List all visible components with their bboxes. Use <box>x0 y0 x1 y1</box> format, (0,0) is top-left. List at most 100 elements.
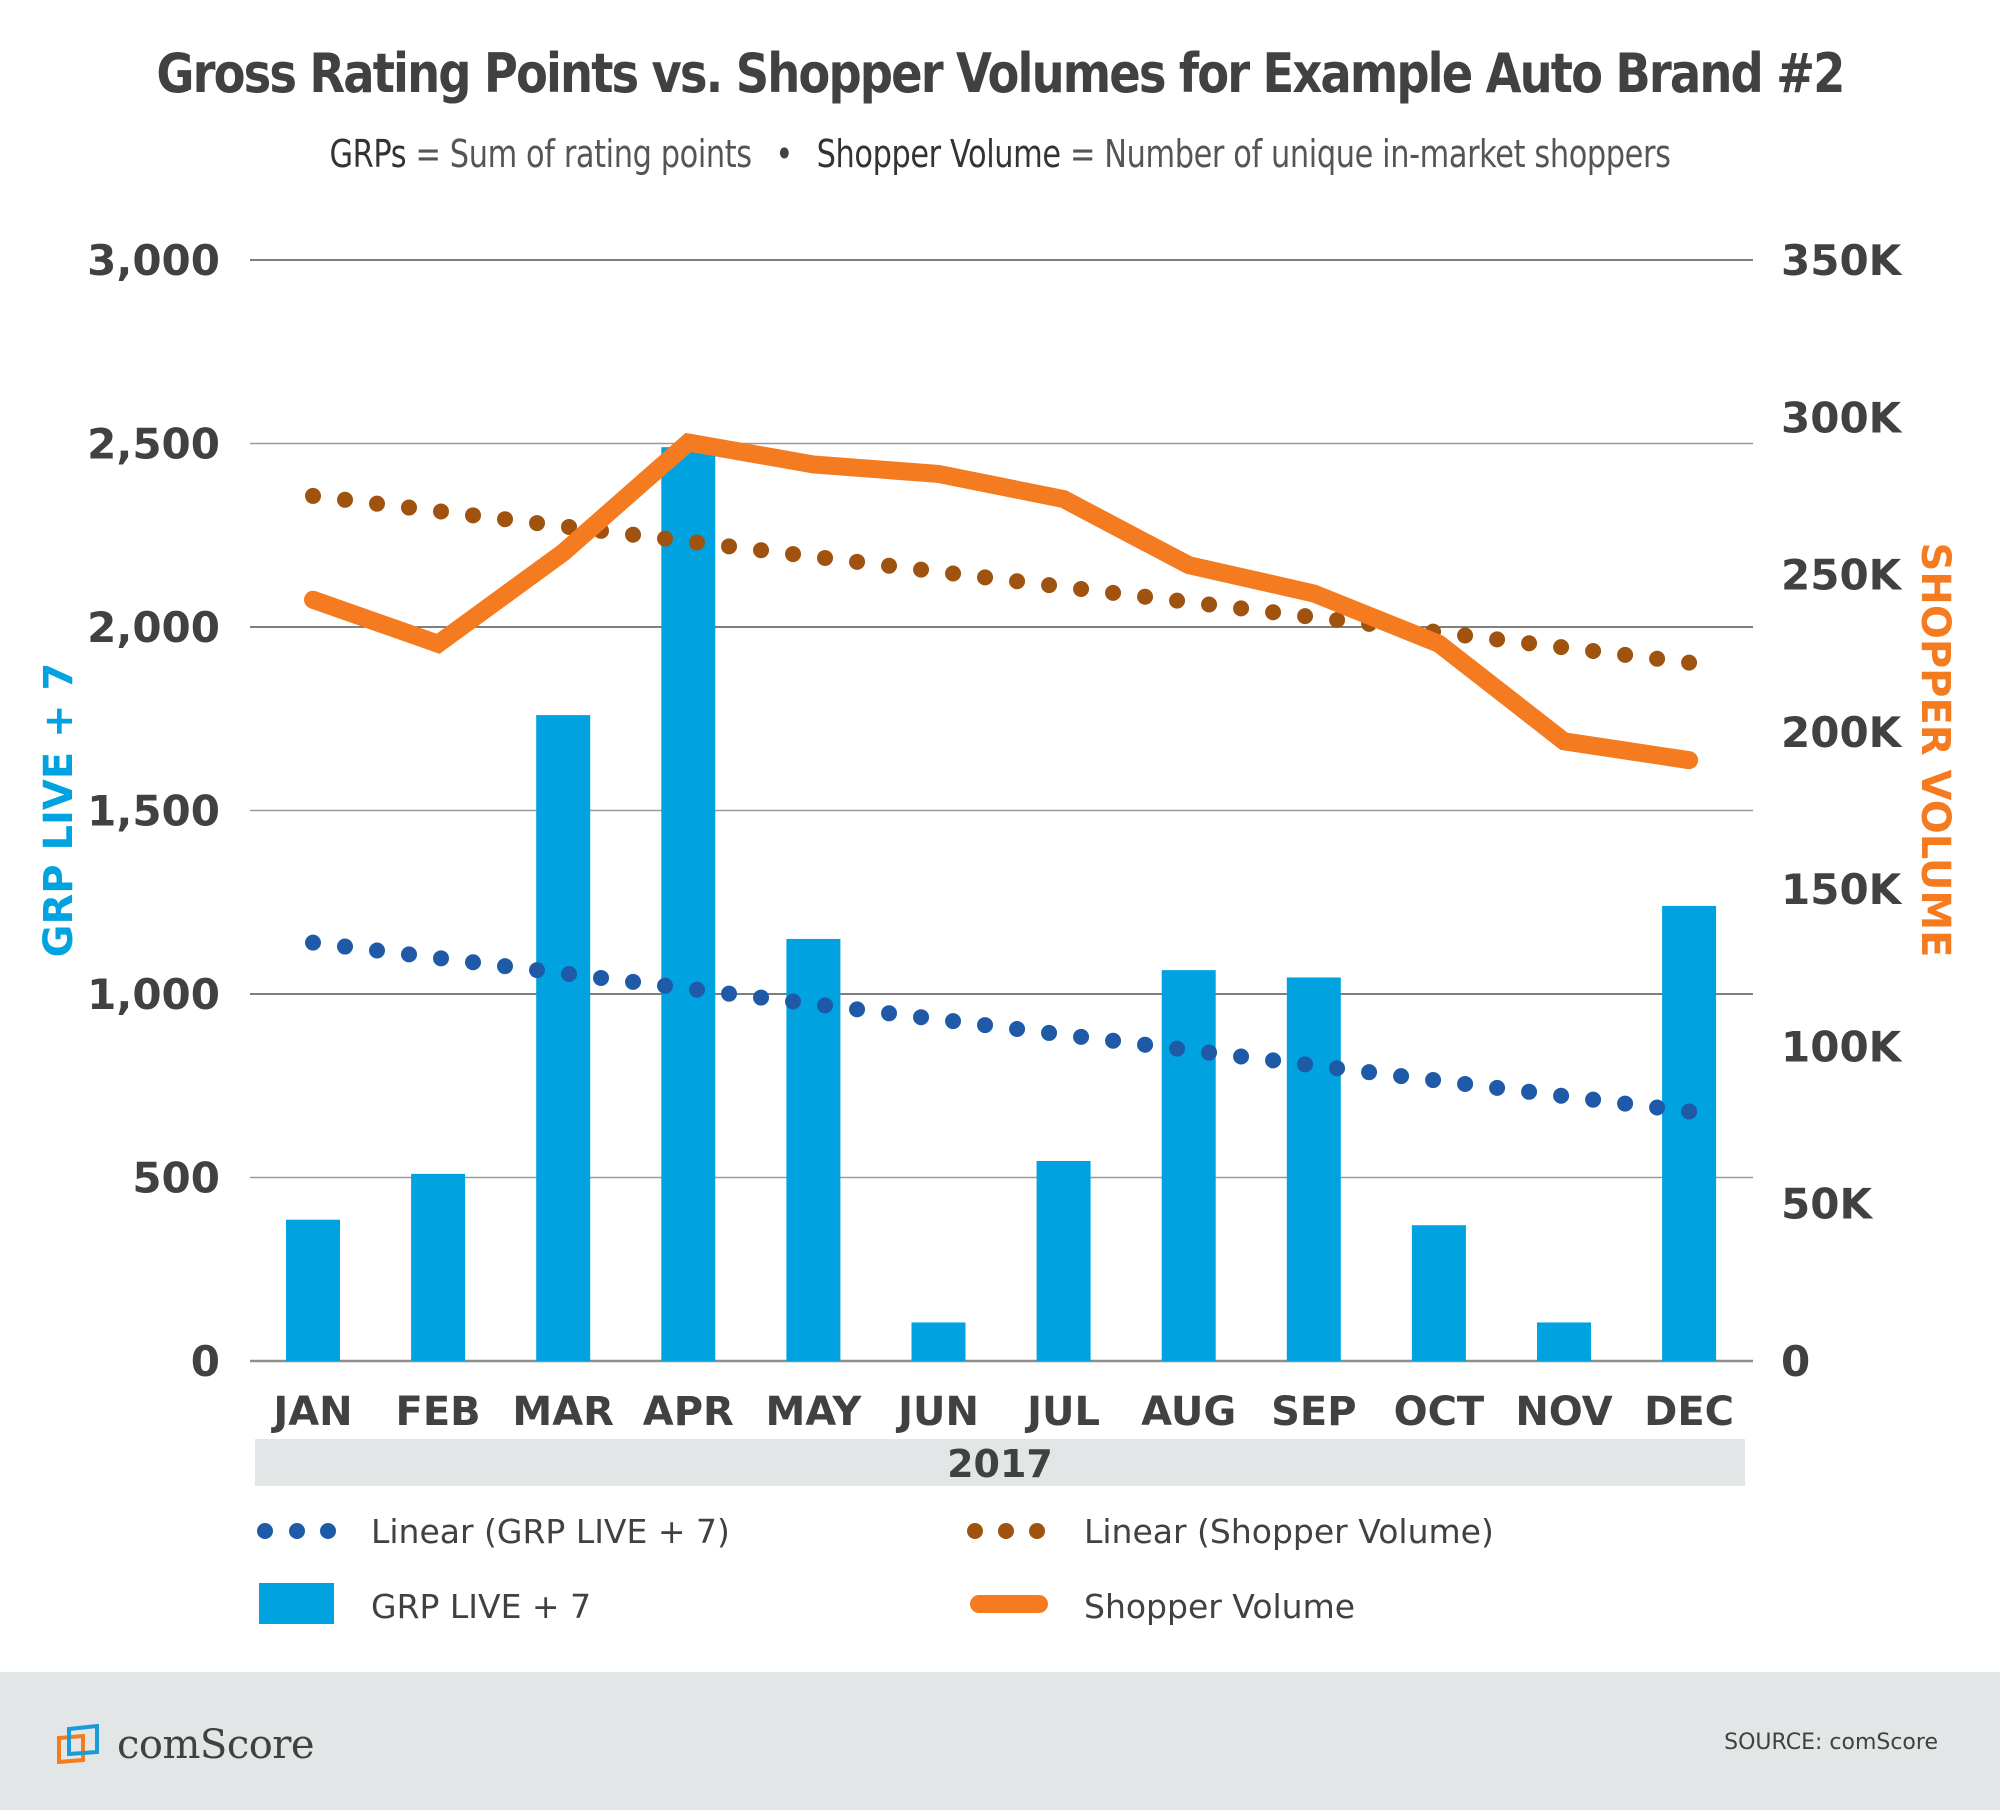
legend: Linear (GRP LIVE + 7) Linear (Shopper Vo… <box>257 1512 1494 1626</box>
x-axis-year-label: 2017 <box>947 1442 1053 1486</box>
grp-trend-dot <box>1137 1036 1154 1053</box>
grp-trend-dot <box>1265 1052 1282 1069</box>
grp-trend-dot <box>593 969 610 986</box>
shopper-trend-dot <box>689 534 706 551</box>
shopper-trend-dot <box>1617 646 1634 663</box>
shopper-trend-dot <box>1169 592 1186 609</box>
shopper-trend-dot <box>977 569 994 586</box>
shopper-trend-dot <box>753 542 770 559</box>
shopper-trend-dot <box>465 507 482 524</box>
right-tick-label: 50K <box>1781 1180 1873 1229</box>
legend-dot-icon <box>289 1523 305 1539</box>
grp-trendline <box>305 934 1698 1120</box>
legend-item-grp-trend[interactable]: Linear (GRP LIVE + 7) <box>257 1512 730 1551</box>
month-label-jul: JUL <box>1024 1389 1100 1435</box>
footer: comScore SOURCE: comScore <box>0 1672 2000 1810</box>
month-label-oct: OCT <box>1394 1389 1485 1435</box>
grp-trend-dot <box>657 977 674 994</box>
shopper-trend-dot <box>1201 596 1218 613</box>
grp-trend-dot <box>913 1009 930 1026</box>
legend-square-icon <box>259 1583 334 1624</box>
grp-bar-nov <box>1537 1322 1591 1361</box>
comscore-logo: comScore <box>55 1720 315 1770</box>
comscore-logo-text: comScore <box>117 1722 315 1768</box>
shopper-trend-dot <box>305 487 321 504</box>
left-tick-label: 2,000 <box>87 603 220 652</box>
shopper-trend-dot <box>1329 612 1346 629</box>
legend-label: GRP LIVE + 7 <box>371 1587 591 1626</box>
left-axis-ticks: 0 500 1,000 1,500 2,000 2,500 3,000 <box>87 236 220 1386</box>
shopper-trend-dot <box>1233 600 1250 617</box>
right-axis-title: SHOPPER VOLUME <box>1912 543 1958 958</box>
month-label-jun: JUN <box>895 1389 979 1435</box>
legend-dot-icon <box>320 1523 336 1539</box>
subtitle-shopper-term: Shopper Volume <box>816 132 1061 176</box>
shopper-trend-dot <box>529 515 546 532</box>
shopper-trend-dot <box>1073 580 1090 597</box>
right-tick-label: 100K <box>1781 1022 1903 1071</box>
legend-item-grp-bars[interactable]: GRP LIVE + 7 <box>259 1583 591 1626</box>
grp-trend-dot <box>1617 1095 1634 1112</box>
shopper-trend-dot <box>785 546 802 563</box>
grp-trend-dot <box>1425 1072 1442 1089</box>
grp-trend-dot <box>1553 1087 1570 1104</box>
year-band <box>255 1439 1745 1486</box>
gridlines <box>250 259 1753 1363</box>
grp-bar-sep <box>1286 977 1341 1361</box>
right-tick-label: 0 <box>1781 1337 1810 1386</box>
grp-trend-dot <box>401 946 418 963</box>
grp-trend-dot <box>1169 1040 1186 1057</box>
grp-trend-dot <box>1233 1048 1250 1065</box>
legend-item-shopper-trend[interactable]: Linear (Shopper Volume) <box>967 1512 1494 1551</box>
subtitle-grps-term: GRPs <box>329 132 407 176</box>
grp-trend-dot <box>1041 1024 1058 1041</box>
month-label-nov: NOV <box>1515 1389 1612 1435</box>
shopper-trend-dot <box>913 561 930 578</box>
month-label-apr: APR <box>643 1389 734 1435</box>
shopper-trend-dot <box>1105 584 1122 601</box>
grp-trend-dot <box>977 1017 994 1034</box>
shopper-trend-dot <box>401 499 418 516</box>
left-tick-label: 2,500 <box>87 420 220 469</box>
grp-trend-dot <box>1457 1075 1474 1092</box>
subtitle-separator: • <box>775 132 793 176</box>
grp-trend-dot <box>785 993 802 1010</box>
left-tick-label: 0 <box>191 1337 220 1386</box>
right-tick-label: 350K <box>1781 236 1903 285</box>
grp-bar-jun <box>911 1322 966 1361</box>
grp-trend-dot <box>1649 1099 1666 1116</box>
grp-trend-dot <box>1681 1103 1698 1120</box>
grp-bar-jan <box>286 1219 340 1361</box>
grp-trend-dot <box>625 973 642 990</box>
grp-trend-dot <box>1105 1032 1122 1049</box>
legend-item-shopper-line[interactable]: Shopper Volume <box>970 1587 1355 1626</box>
grp-bar-mar <box>536 715 591 1361</box>
shopper-trend-dot <box>881 557 898 574</box>
shopper-trend-dot <box>625 526 642 543</box>
legend-dot-icon <box>257 1523 273 1539</box>
grp-bars <box>286 447 1717 1361</box>
shopper-trend-dot <box>1489 631 1506 648</box>
grp-trend-dot <box>529 962 546 979</box>
shopper-volume-polyline <box>304 432 1699 770</box>
shopper-trend-dot <box>1521 635 1538 652</box>
grp-trend-dot <box>1521 1083 1538 1100</box>
month-label-may: MAY <box>765 1389 862 1435</box>
left-tick-label: 1,000 <box>87 970 220 1019</box>
grp-trend-dot <box>497 958 514 975</box>
grp-bar-jul <box>1036 1160 1091 1361</box>
right-tick-label: 300K <box>1781 393 1903 442</box>
grp-trend-dot <box>337 938 354 955</box>
month-label-jan: JAN <box>270 1389 352 1435</box>
subtitle-grps-def: = Sum of rating points <box>415 132 752 176</box>
shopper-trend-dot <box>1297 608 1314 625</box>
grp-trend-dot <box>369 942 386 959</box>
grp-trend-dot <box>465 954 482 971</box>
shopper-trend-dot <box>1457 627 1474 644</box>
comscore-screens-icon <box>57 1724 99 1765</box>
grp-trend-dot <box>1489 1079 1506 1096</box>
grp-trend-dot <box>1329 1060 1346 1077</box>
month-label-dec: DEC <box>1644 1389 1734 1435</box>
shopper-trend-dot <box>1009 573 1026 590</box>
combo-chart: 0 500 1,000 1,500 2,000 2,500 3,000 0 50K 100K 15… <box>36 236 1958 1626</box>
